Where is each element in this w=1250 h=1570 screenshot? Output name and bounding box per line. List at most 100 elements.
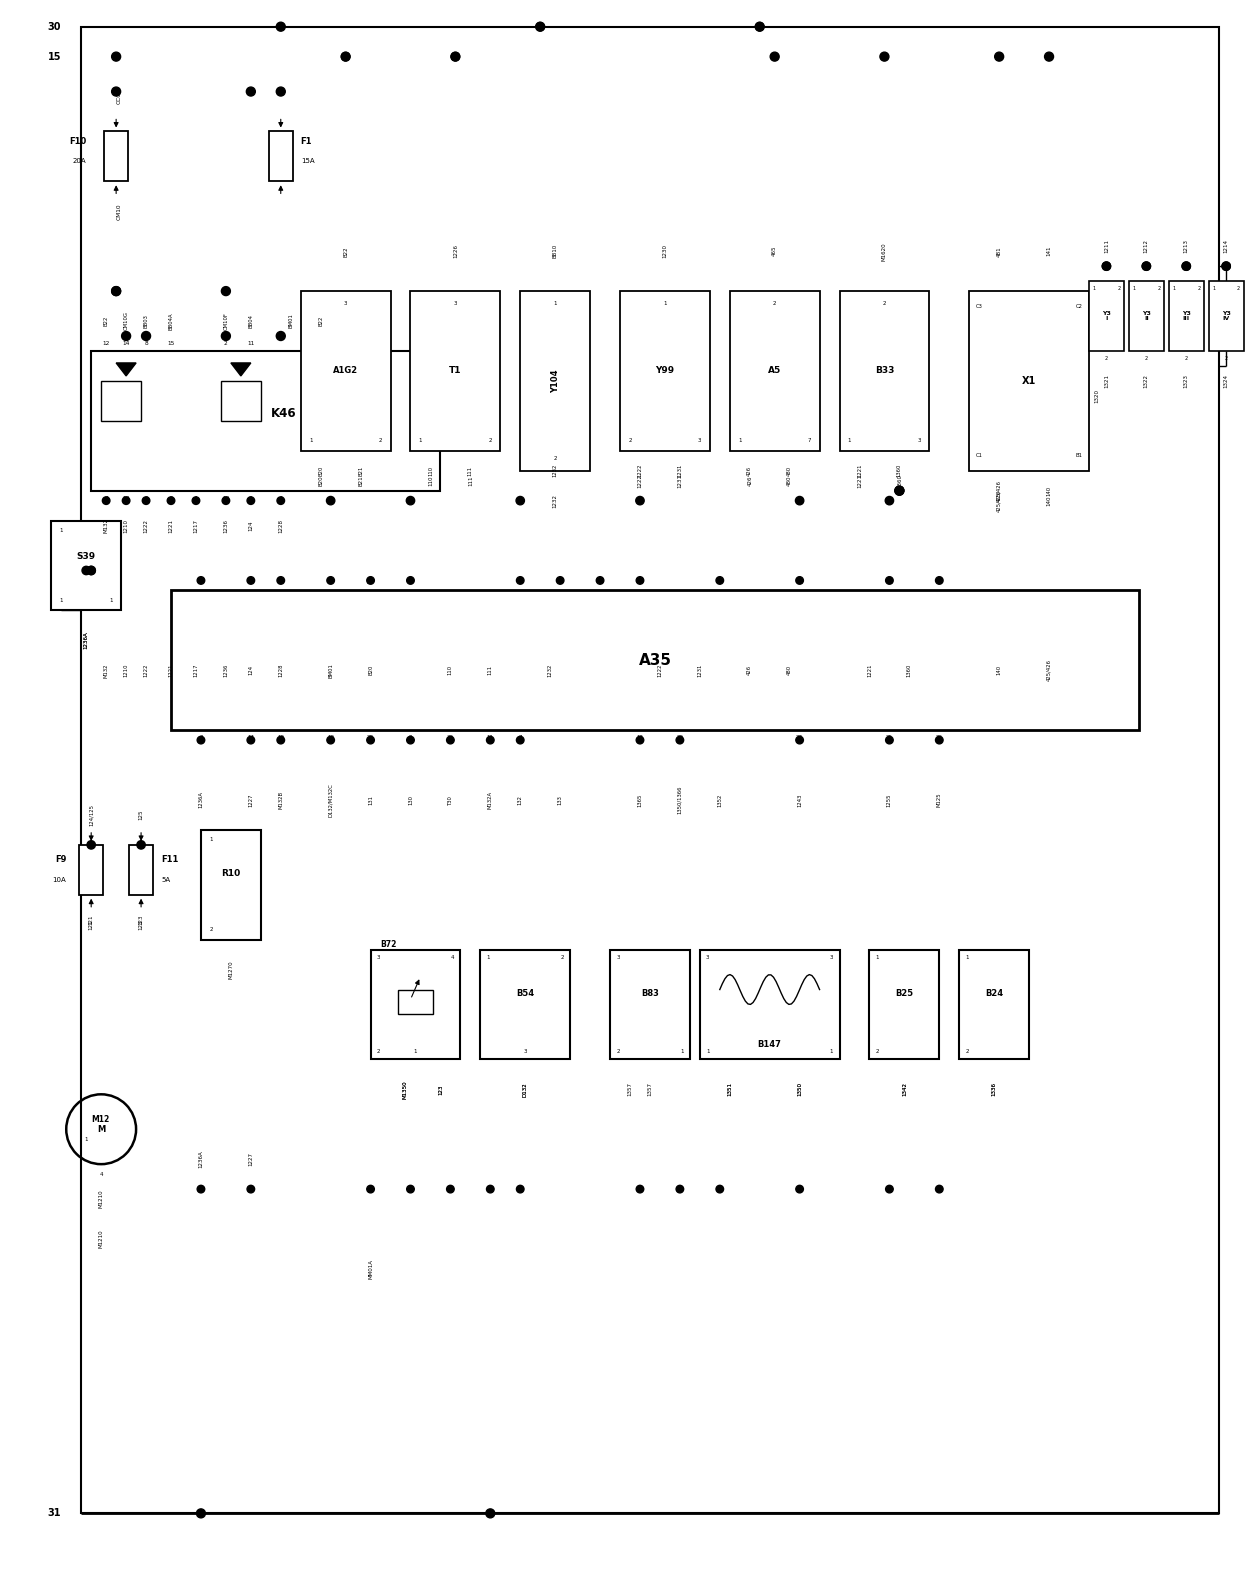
Text: 1320: 1320 — [1094, 389, 1099, 403]
Circle shape — [1142, 262, 1150, 270]
Text: F9: F9 — [55, 856, 66, 865]
Bar — [1129, 281, 1164, 352]
Text: 110: 110 — [428, 476, 432, 487]
Text: A5: A5 — [768, 366, 781, 375]
Text: 1236A: 1236A — [84, 631, 89, 650]
Text: 2: 2 — [1118, 286, 1120, 290]
Circle shape — [248, 496, 255, 504]
Text: 1360: 1360 — [898, 465, 902, 477]
Text: 2: 2 — [1105, 356, 1108, 361]
Text: 14: 14 — [122, 341, 130, 345]
Circle shape — [516, 736, 524, 744]
Text: 1213: 1213 — [1184, 239, 1189, 253]
Text: F10: F10 — [69, 137, 86, 146]
Text: 12: 12 — [102, 341, 110, 345]
Text: 1232: 1232 — [552, 465, 558, 477]
Text: T30: T30 — [448, 794, 452, 805]
Text: F11: F11 — [161, 856, 179, 865]
Text: 1342: 1342 — [902, 1082, 908, 1096]
Text: 3: 3 — [698, 438, 701, 443]
Text: 123: 123 — [139, 920, 144, 929]
Circle shape — [935, 1185, 942, 1193]
Text: 3: 3 — [199, 735, 202, 739]
Circle shape — [885, 576, 894, 584]
Text: Y3
II: Y3 II — [1142, 311, 1151, 322]
Text: 110: 110 — [428, 466, 432, 476]
Text: B20: B20 — [319, 476, 324, 487]
Text: 111: 111 — [468, 466, 472, 476]
Circle shape — [895, 487, 904, 495]
Text: 33: 33 — [556, 581, 564, 586]
Text: 1230: 1230 — [662, 245, 668, 257]
Text: BB04A: BB04A — [169, 312, 174, 330]
Circle shape — [446, 736, 454, 744]
Text: 1365: 1365 — [638, 793, 642, 807]
Text: 1226: 1226 — [452, 245, 458, 257]
Polygon shape — [116, 363, 136, 375]
Text: B25: B25 — [895, 989, 914, 999]
Text: 2: 2 — [224, 341, 228, 345]
Text: 1228: 1228 — [279, 664, 284, 677]
Circle shape — [222, 496, 230, 504]
Text: 1: 1 — [60, 598, 62, 603]
Text: 26: 26 — [936, 735, 942, 739]
Text: B20: B20 — [368, 666, 372, 675]
Text: M1270: M1270 — [229, 961, 234, 980]
Circle shape — [246, 86, 255, 96]
Circle shape — [138, 840, 145, 849]
Text: 1255: 1255 — [888, 793, 892, 807]
Text: 15: 15 — [168, 341, 175, 345]
Circle shape — [795, 496, 804, 506]
Text: 1: 1 — [85, 1137, 88, 1141]
Text: 123: 123 — [438, 1083, 442, 1094]
Text: 1212: 1212 — [1144, 239, 1149, 253]
Text: 5: 5 — [409, 581, 412, 586]
Circle shape — [676, 1185, 684, 1193]
Text: 1210: 1210 — [124, 518, 129, 532]
Text: 1336: 1336 — [991, 1082, 996, 1096]
Text: 5: 5 — [169, 496, 172, 501]
Bar — [79, 845, 104, 895]
Text: 141: 141 — [1046, 246, 1051, 256]
Circle shape — [716, 1185, 724, 1193]
Circle shape — [326, 496, 335, 506]
Text: B1: B1 — [1075, 454, 1082, 458]
Text: 1360: 1360 — [906, 664, 911, 677]
Text: B33: B33 — [875, 366, 894, 375]
Circle shape — [248, 736, 255, 744]
Circle shape — [248, 576, 255, 584]
Text: 1: 1 — [830, 1049, 834, 1053]
Bar — [269, 132, 292, 182]
Bar — [370, 950, 460, 1060]
Text: 131: 131 — [368, 794, 372, 805]
Circle shape — [451, 52, 460, 61]
Text: 140: 140 — [1046, 496, 1051, 506]
Text: 1357: 1357 — [628, 1082, 632, 1096]
Text: 3: 3 — [830, 955, 834, 961]
Circle shape — [1102, 262, 1110, 270]
Circle shape — [111, 287, 120, 295]
Text: 5A: 5A — [161, 876, 170, 882]
Text: 1322: 1322 — [1144, 374, 1149, 388]
Circle shape — [192, 496, 200, 504]
Text: 426: 426 — [748, 476, 752, 487]
Text: 1: 1 — [486, 955, 490, 961]
Text: B72: B72 — [380, 940, 398, 950]
Text: BB10: BB10 — [552, 243, 558, 259]
Circle shape — [276, 331, 285, 341]
Text: D132: D132 — [522, 1082, 528, 1097]
Bar — [620, 290, 710, 451]
Text: 1323: 1323 — [1184, 374, 1189, 388]
Text: Y3
IV: Y3 IV — [1221, 311, 1230, 322]
Text: A1G2: A1G2 — [332, 366, 359, 375]
Text: R10: R10 — [221, 870, 240, 878]
Text: 1: 1 — [664, 301, 666, 306]
Text: B21: B21 — [357, 466, 362, 476]
Text: 1: 1 — [1212, 286, 1215, 290]
Circle shape — [276, 86, 285, 96]
Circle shape — [198, 736, 205, 744]
Circle shape — [556, 576, 564, 584]
Circle shape — [895, 487, 904, 495]
Text: BB03: BB03 — [144, 314, 149, 328]
Text: 18: 18 — [248, 581, 254, 586]
